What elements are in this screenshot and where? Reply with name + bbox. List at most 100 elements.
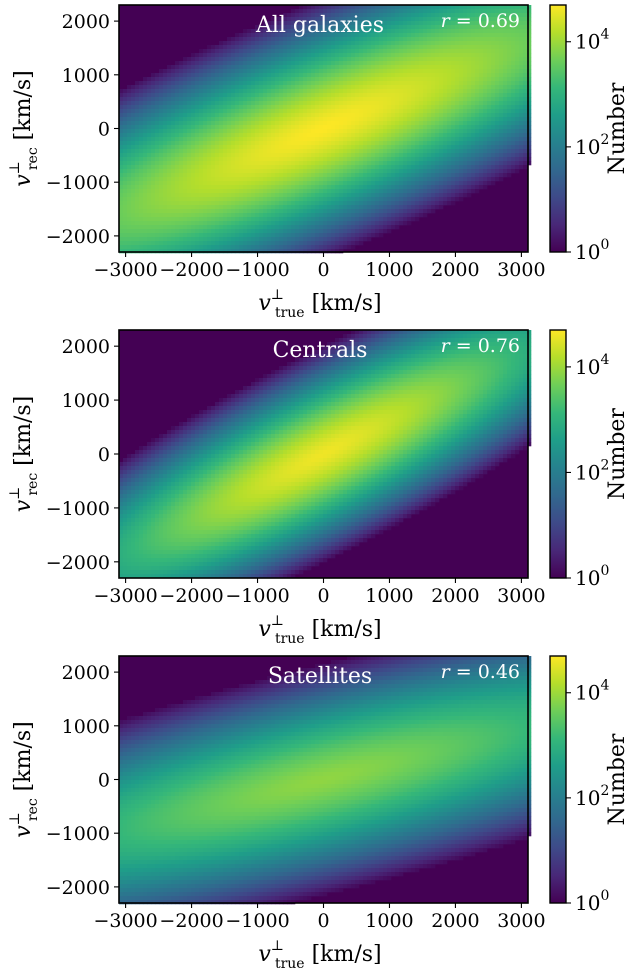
heatmap-cell [411,137,416,142]
heatmap-cell [311,201,316,206]
heatmap-cell [311,229,316,234]
heatmap-cell [419,9,424,14]
heatmap-cell [475,145,480,150]
heatmap-cell [119,229,124,234]
heatmap-cell [479,93,484,98]
heatmap-cell [383,65,388,70]
heatmap-cell [479,129,484,134]
heatmap-cell [123,165,128,170]
heatmap-cell [267,241,272,246]
heatmap-cell [415,25,420,30]
heatmap-cell [219,249,224,254]
heatmap-cell [179,201,184,206]
heatmap-cell [187,73,192,78]
heatmap-cell [239,217,244,222]
heatmap-cell [187,61,192,66]
heatmap-cell [295,45,300,50]
heatmap-cell [207,173,212,178]
heatmap-cell [295,141,300,146]
heatmap-cell [451,105,456,110]
heatmap-cell [451,73,456,78]
heatmap-cell [211,157,216,162]
heatmap-cell [467,101,472,106]
heatmap-cell [271,209,276,214]
heatmap-cell [315,13,320,18]
heatmap-cell [427,141,432,146]
heatmap-cell [275,197,280,202]
heatmap-cell [355,181,360,186]
heatmap-cell [167,73,172,78]
heatmap-cell [359,129,364,134]
heatmap-cell [167,97,172,102]
heatmap-cell [367,41,372,46]
heatmap-cell [355,217,360,222]
heatmap-cell [119,93,124,98]
heatmap-cell [215,105,220,110]
heatmap-cell [483,165,488,170]
heatmap-cell [363,221,368,226]
heatmap-cell [331,73,336,78]
heatmap-cell [203,193,208,198]
heatmap-cell [375,225,380,230]
heatmap-cell [447,41,452,46]
heatmap-cell [363,105,368,110]
heatmap-cell [375,217,380,222]
heatmap-cell [423,41,428,46]
heatmap-cell [451,61,456,66]
heatmap-cell [303,109,308,114]
heatmap-cell [263,89,268,94]
heatmap-cell [215,221,220,226]
heatmap-cell [387,93,392,98]
heatmap-cell [127,117,132,122]
heatmap-cell [367,189,372,194]
heatmap-cell [199,201,204,206]
heatmap-cell [155,161,160,166]
heatmap-cell [123,205,128,210]
heatmap-cell [315,41,320,46]
heatmap-cell [319,193,324,198]
heatmap-cell [423,177,428,182]
heatmap-cell [343,201,348,206]
heatmap-cell [479,41,484,46]
heatmap-cell [359,121,364,126]
heatmap-cell [183,185,188,190]
heatmap-cell [235,125,240,130]
heatmap-cell [423,13,428,18]
heatmap-cell [407,193,412,198]
heatmap-cell [479,37,484,42]
heatmap-cell [231,89,236,94]
heatmap-cell [387,205,392,210]
heatmap-cell [447,9,452,14]
heatmap-cell [311,5,316,10]
heatmap-cell [223,169,228,174]
heatmap-cell [239,93,244,98]
heatmap-cell [171,185,176,190]
heatmap-cell [399,189,404,194]
heatmap-cell [327,57,332,62]
heatmap-cell [131,245,136,250]
heatmap-cell [339,69,344,74]
heatmap-cell [443,97,448,102]
heatmap-cell [155,165,160,170]
heatmap-cell [179,153,184,158]
heatmap-cell [455,41,460,46]
heatmap-cell [455,193,460,198]
heatmap-cell [183,229,188,234]
heatmap-cell [195,173,200,178]
heatmap-cell [475,105,480,110]
heatmap-cell [287,109,292,114]
heatmap-cell [123,181,128,186]
heatmap-cell [135,205,140,210]
heatmap-cell [291,181,296,186]
heatmap-cell [291,29,296,34]
heatmap-cell [263,113,268,118]
heatmap-cell [367,65,372,70]
heatmap-cell [179,241,184,246]
heatmap-cell [267,65,272,70]
heatmap-cell [179,113,184,118]
heatmap-cell [191,233,196,238]
heatmap-cell [207,149,212,154]
heatmap-cell [283,173,288,178]
heatmap-cell [479,113,484,118]
heatmap-cell [363,45,368,50]
